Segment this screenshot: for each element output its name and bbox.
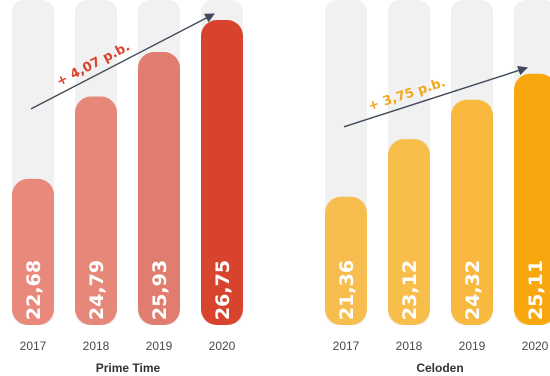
bar <box>514 73 550 325</box>
x-tick-label: 2017 <box>333 339 360 353</box>
bar <box>388 139 430 325</box>
bar <box>138 52 180 326</box>
x-tick-label: 2019 <box>146 339 173 353</box>
bar-value-label: 25,93 <box>149 260 171 320</box>
x-tick-label: 2018 <box>396 339 423 353</box>
bar <box>75 96 117 326</box>
x-tick-label: 2020 <box>522 339 549 353</box>
trend-arrow <box>343 65 528 128</box>
chart-panel-prime-time: Prime Time 22,68 2017 24,79 2018 25,93 2019 26… <box>12 0 243 375</box>
bar <box>325 196 367 325</box>
bar <box>451 99 493 325</box>
bar-value-label: 25,11 <box>525 260 547 320</box>
bar <box>201 20 243 325</box>
chart-panel-celoden: Celoden 21,36 2017 23,12 2018 24,32 2019 25,11… <box>325 0 550 375</box>
trend-arrow <box>30 13 215 110</box>
chart-title: Celoden <box>416 361 463 375</box>
bar-value-label: 22,68 <box>23 260 45 320</box>
bar-value-label: 23,12 <box>399 260 421 320</box>
x-tick-label: 2018 <box>83 339 110 353</box>
x-tick-label: 2019 <box>459 339 486 353</box>
bar-value-label: 24,79 <box>86 260 108 320</box>
bar-value-label: 21,36 <box>336 260 358 320</box>
x-tick-label: 2017 <box>20 339 47 353</box>
bar-value-label: 24,32 <box>462 260 484 320</box>
x-tick-label: 2020 <box>209 339 236 353</box>
chart-title: Prime Time <box>96 361 161 375</box>
bar-value-label: 26,75 <box>212 260 234 320</box>
bar <box>12 178 54 325</box>
